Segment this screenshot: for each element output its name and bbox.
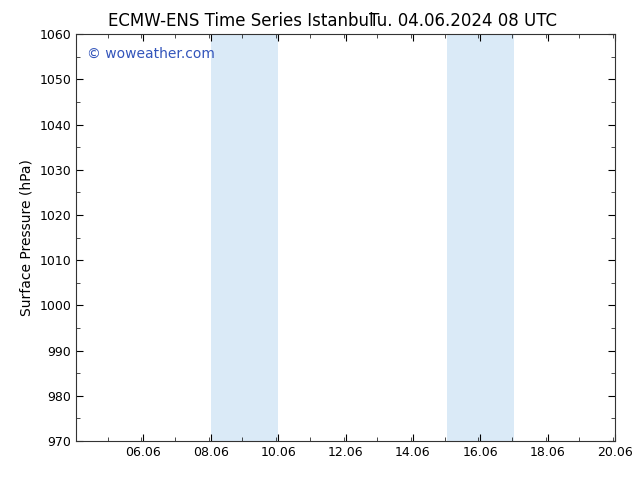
Bar [446,34,480,441]
Text: ECMW-ENS Time Series Istanbul: ECMW-ENS Time Series Istanbul [108,12,373,30]
Bar [480,34,514,441]
Text: Tu. 04.06.2024 08 UTC: Tu. 04.06.2024 08 UTC [369,12,557,30]
Bar [245,34,278,441]
Bar [210,34,245,441]
Text: © woweather.com: © woweather.com [87,47,215,60]
Y-axis label: Surface Pressure (hPa): Surface Pressure (hPa) [20,159,34,316]
